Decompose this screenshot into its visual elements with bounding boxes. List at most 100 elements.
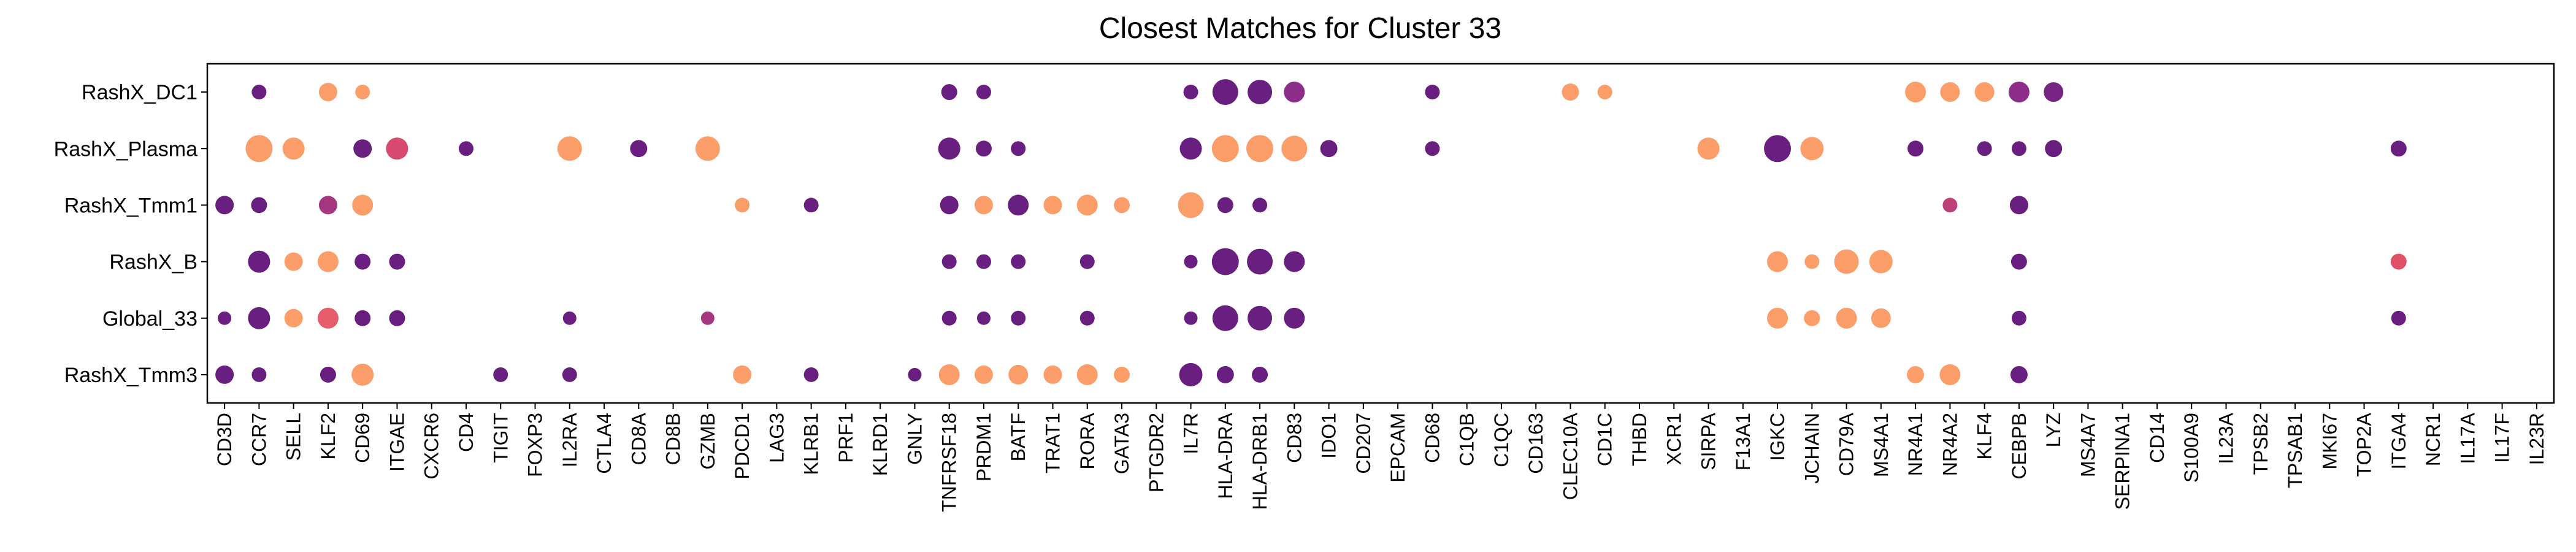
data-dot [1977,141,1992,156]
data-dot [557,136,582,161]
data-dot [1907,140,1924,157]
x-tick-label: TOP2A [2353,412,2375,477]
x-tick-label: CD79A [1836,412,1858,476]
x-tick-label: KLRD1 [869,413,891,476]
data-dot [1184,255,1198,269]
data-dot [1562,83,1579,101]
y-tick-label: RashX_Plasma [54,137,197,161]
data-dot [389,253,405,270]
x-tick-label: MKI67 [2318,413,2340,469]
x-tick-label: CD1C [1594,413,1616,466]
data-dot [2044,82,2064,102]
x-tick-label: RORA [1076,412,1098,469]
data-dot [940,196,959,215]
data-dot [1246,135,1274,163]
data-dot [317,251,339,272]
data-dot [1216,366,1234,383]
data-dot [2390,253,2407,270]
data-dot [1284,307,1305,329]
data-dot [1281,136,1308,162]
x-tick-label: FOXP3 [524,413,546,477]
data-dot [938,364,960,385]
x-tick-label: PRDM1 [973,413,995,481]
data-dot [2008,82,2030,103]
x-tick-label: CD207 [1352,413,1374,474]
data-dot [1804,310,1820,326]
x-tick-label: IL2RA [559,412,581,467]
data-dot [245,135,273,163]
data-dot [355,310,371,326]
data-dot [908,367,922,381]
data-dot [1697,137,1720,160]
data-dot [1939,364,1961,385]
x-tick-label: ITGAE [386,413,408,472]
data-dot [1079,254,1095,269]
x-tick-label: CEBPB [2008,413,2030,479]
data-dot [282,137,305,160]
data-dot [1767,251,1788,272]
data-dot [215,196,234,215]
x-tick-label: F13A1 [1732,413,1754,470]
data-dot [386,137,408,160]
x-tick-label: KLF2 [317,413,339,459]
data-dot [2011,253,2027,270]
data-dot [248,250,270,273]
data-dot [284,252,303,271]
data-dot [2391,310,2406,326]
x-tick-label: CD8B [662,413,684,465]
data-dot [1076,194,1098,216]
x-tick-label: HLA-DRB1 [1249,413,1271,510]
x-tick-label: XCR1 [1663,413,1685,465]
x-tick-label: JCHAIN [1801,413,1823,484]
data-dot [355,253,371,270]
data-dot [695,136,720,161]
data-dot [1804,254,1820,269]
x-tick-label: TNFRSF18 [938,413,960,512]
data-dot [1869,250,1893,274]
data-dot [1079,310,1095,326]
data-dot [251,197,267,213]
chart-title: Closest Matches for Cluster 33 [1099,12,1501,45]
x-tick-label: CD3D [213,413,236,466]
data-dot [803,367,819,382]
x-tick-label: TRAT1 [1041,413,1064,473]
data-dot [976,85,991,100]
data-dot [1252,366,1268,383]
x-tick-label: IDO1 [1318,413,1340,459]
data-dot [974,196,993,215]
x-tick-label: IL17A [2456,412,2478,464]
data-dot [1179,362,1203,386]
x-tick-label: IL23A [2215,412,2237,464]
x-tick-label: IL17F [2491,413,2513,463]
x-tick-label: NCR1 [2422,413,2444,466]
data-dot [941,310,957,326]
x-tick-label: CD69 [351,413,374,463]
data-dot [351,363,374,386]
data-dot [1184,311,1198,325]
x-tick-label: PTGDR2 [1145,413,1167,493]
x-tick-label: ITGA4 [2388,413,2410,469]
data-dot [1247,248,1273,275]
data-dot [1942,197,1958,213]
x-tick-label: PDCD1 [731,413,753,479]
x-tick-label: C1QC [1490,413,1512,467]
data-dot [1114,197,1130,213]
data-dot [2009,196,2028,215]
data-dot [803,197,819,213]
data-dot [2011,141,2026,156]
data-dot [1211,248,1239,275]
data-dot [1940,82,1960,102]
data-dot [218,311,232,325]
data-dot [630,140,648,158]
x-tick-label: CD14 [2146,413,2168,463]
dots-layer [215,79,2407,386]
x-tick-label: BATF [1007,413,1029,461]
data-dot [1425,141,1440,156]
data-dot [1043,196,1062,215]
y-tick-label: Global_33 [102,307,197,331]
data-dot [1114,366,1130,383]
y-tick-label: RashX_Tmm1 [64,194,197,217]
data-dot [215,365,234,384]
data-dot [735,197,750,213]
data-dot [251,367,267,382]
